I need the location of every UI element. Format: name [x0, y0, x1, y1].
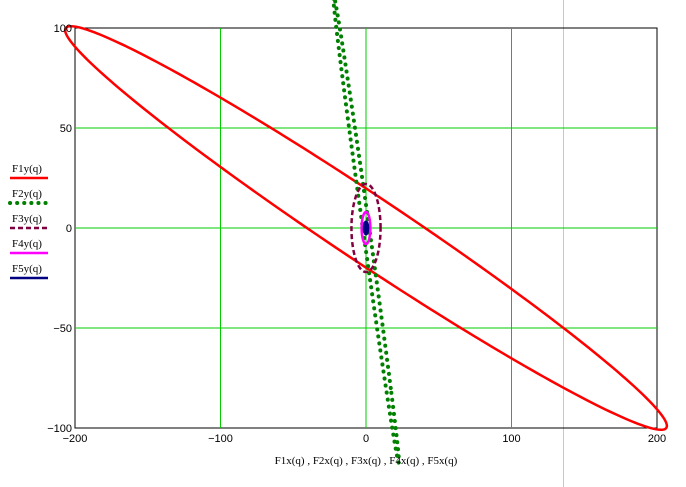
legend-label-series-1: F1y(q) — [12, 163, 42, 175]
x-axis-label: F1x(q) , F2x(q) , F3x(q) , F4x(q) , F5x(… — [275, 455, 458, 467]
x-tick-label: 100 — [502, 433, 520, 445]
y-tick-label: 50 — [60, 123, 72, 135]
series-5-fill — [364, 222, 368, 234]
series-2-curve — [331, 0, 401, 466]
x-tick-label: −100 — [208, 433, 233, 445]
y-tick-label: −100 — [47, 423, 72, 435]
series-3-curve — [350, 182, 382, 274]
trace-cursor-line[interactable] — [563, 0, 564, 487]
legend-label-series-4: F4y(q) — [12, 238, 42, 250]
x-tick-label: 200 — [648, 433, 666, 445]
y-tick-label: −50 — [53, 323, 72, 335]
legend-label-series-2: F2y(q) — [12, 188, 42, 200]
series-1-curve — [63, 24, 669, 432]
legend-label-series-3: F3y(q) — [12, 213, 42, 225]
series-4-curve — [360, 210, 372, 246]
y-tick-label: 100 — [54, 23, 72, 35]
legend-label-series-5: F5y(q) — [12, 263, 42, 275]
series-layer — [63, 0, 669, 466]
x-tick-label: −200 — [63, 433, 88, 445]
y-tick-label: 0 — [66, 223, 72, 235]
x-tick-label: 0 — [363, 433, 369, 445]
legend: F1y(q) F2y(q) F3y(q) F4y(q) F5y(q) — [8, 163, 50, 280]
